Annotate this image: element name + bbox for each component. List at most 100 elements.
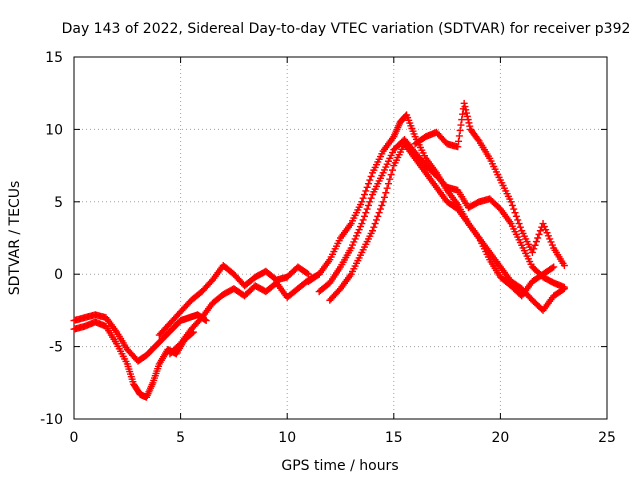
data-point	[534, 234, 542, 242]
y-tick-label: 15	[45, 50, 63, 66]
data-point	[202, 317, 210, 325]
data-point	[458, 116, 466, 124]
data-point	[376, 205, 384, 213]
data-point	[347, 244, 355, 252]
data-point	[374, 212, 382, 220]
data-point	[360, 191, 368, 199]
data-point	[548, 264, 556, 272]
plot-frame	[73, 56, 608, 420]
data-point	[372, 216, 380, 224]
data-point	[540, 223, 548, 231]
data-point	[560, 262, 568, 270]
data-point	[362, 209, 370, 217]
data-point	[535, 230, 543, 238]
data-point	[348, 241, 356, 249]
data-point	[379, 198, 387, 206]
y-tick-label: 5	[54, 195, 63, 211]
gridlines	[74, 57, 607, 419]
data-point	[547, 238, 555, 246]
data-point	[530, 245, 538, 253]
data-point	[511, 209, 519, 217]
series-arc-1	[70, 311, 210, 365]
data-point	[364, 201, 372, 209]
data-point	[358, 198, 366, 206]
data-point	[359, 194, 367, 202]
data-point	[455, 137, 463, 145]
data-point	[539, 220, 547, 228]
data-point	[350, 238, 358, 246]
tick-labels: 0 5 10 15 20 25 -10 -5 0 5 10 15	[40, 50, 616, 446]
data-point	[459, 110, 467, 118]
data-point	[386, 175, 394, 183]
data-point	[466, 122, 474, 130]
data-point	[383, 184, 391, 192]
data-point	[371, 220, 379, 228]
data-point	[456, 126, 464, 134]
data-point	[455, 132, 463, 140]
data-point	[375, 209, 383, 217]
data-point	[531, 241, 539, 249]
data-point	[463, 112, 471, 120]
data-point	[352, 232, 360, 240]
data-point	[382, 189, 390, 197]
data-point	[303, 269, 311, 277]
data-point	[507, 198, 515, 206]
data-point	[358, 220, 366, 228]
data-point	[454, 143, 462, 151]
data-point	[528, 248, 536, 256]
series-arc-5	[305, 111, 558, 300]
y-tick-label: 10	[45, 122, 63, 138]
y-tick-label: -10	[40, 412, 63, 428]
data-point	[367, 172, 375, 180]
data-point	[546, 235, 554, 243]
data-point	[543, 229, 551, 237]
data-point	[464, 116, 472, 124]
data-point	[366, 198, 374, 206]
x-tick-label: 25	[598, 430, 616, 446]
data-point	[355, 226, 363, 234]
data-point	[364, 180, 372, 188]
data-point	[508, 201, 516, 209]
data-point	[516, 223, 524, 231]
axis-ticks	[73, 56, 608, 420]
data-point	[368, 227, 376, 235]
data-point	[367, 194, 375, 202]
data-point	[560, 285, 568, 293]
x-axis-label: GPS time / hours	[281, 458, 398, 474]
data-point	[360, 212, 368, 220]
data-point	[356, 223, 364, 231]
series-arc-8	[411, 99, 568, 270]
x-tick-label: 10	[278, 430, 296, 446]
data-point	[380, 193, 388, 201]
data-point	[548, 241, 556, 249]
data-point	[544, 232, 552, 240]
data-point	[536, 227, 544, 235]
x-tick-label: 15	[385, 430, 403, 446]
data-point	[542, 226, 550, 234]
data-point	[461, 103, 469, 111]
series-arc-3	[155, 262, 313, 339]
data-point	[463, 109, 471, 117]
data-point	[512, 212, 520, 220]
data-point	[532, 238, 540, 246]
data-point	[559, 286, 567, 294]
data-point	[460, 99, 468, 107]
data-point	[378, 201, 386, 209]
data-point	[474, 136, 482, 144]
y-tick-label: -5	[49, 340, 63, 356]
chart-title: Day 143 of 2022, Sidereal Day-to-day VTE…	[62, 21, 631, 37]
data-point	[515, 220, 523, 228]
x-tick-label: 0	[70, 430, 79, 446]
y-tick-label: 0	[54, 267, 63, 283]
data-point	[363, 205, 371, 213]
y-axis-label: SDTVAR / TECUs	[7, 181, 23, 296]
series-arc-7	[326, 140, 568, 314]
data-point	[550, 263, 558, 271]
data-point	[362, 187, 370, 195]
data-point	[363, 183, 371, 191]
data-point	[351, 235, 359, 243]
x-tick-label: 20	[491, 430, 509, 446]
data-points	[70, 99, 568, 401]
data-point	[387, 171, 395, 179]
